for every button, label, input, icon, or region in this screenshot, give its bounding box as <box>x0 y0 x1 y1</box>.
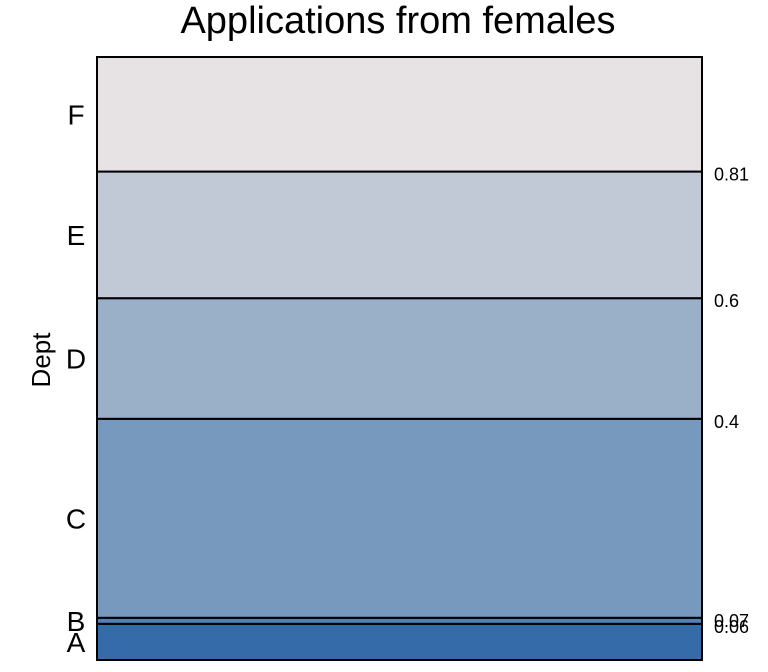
segment-a <box>96 622 703 662</box>
boundary-labels-group: 0.060.07 0.4 0.6 0.81 <box>714 165 749 637</box>
segment-d <box>96 297 703 420</box>
category-labels-group: AB C D E F <box>66 99 86 658</box>
category-label-e: E <box>67 220 86 251</box>
category-label-b: B <box>67 606 86 637</box>
boundary-label-2: 0.4 <box>714 412 739 432</box>
category-label-c: C <box>66 503 86 534</box>
segment-c <box>96 417 703 619</box>
category-label-a: A <box>67 627 86 658</box>
boundary-label-4: 0.81 <box>714 165 749 185</box>
boundary-label-1: 0.07 <box>714 611 749 631</box>
category-label-d: D <box>66 344 86 375</box>
plot-frame <box>96 56 703 661</box>
category-label-f: F <box>67 99 84 130</box>
segment-e <box>96 170 703 300</box>
segments-group <box>96 56 703 662</box>
boundary-label-0: 0.06 <box>714 617 749 637</box>
y-axis-label: Dept <box>26 332 56 388</box>
segment-f <box>96 56 703 173</box>
boundary-label-3: 0.6 <box>714 291 739 311</box>
chart-title: Applications from females <box>180 0 615 42</box>
